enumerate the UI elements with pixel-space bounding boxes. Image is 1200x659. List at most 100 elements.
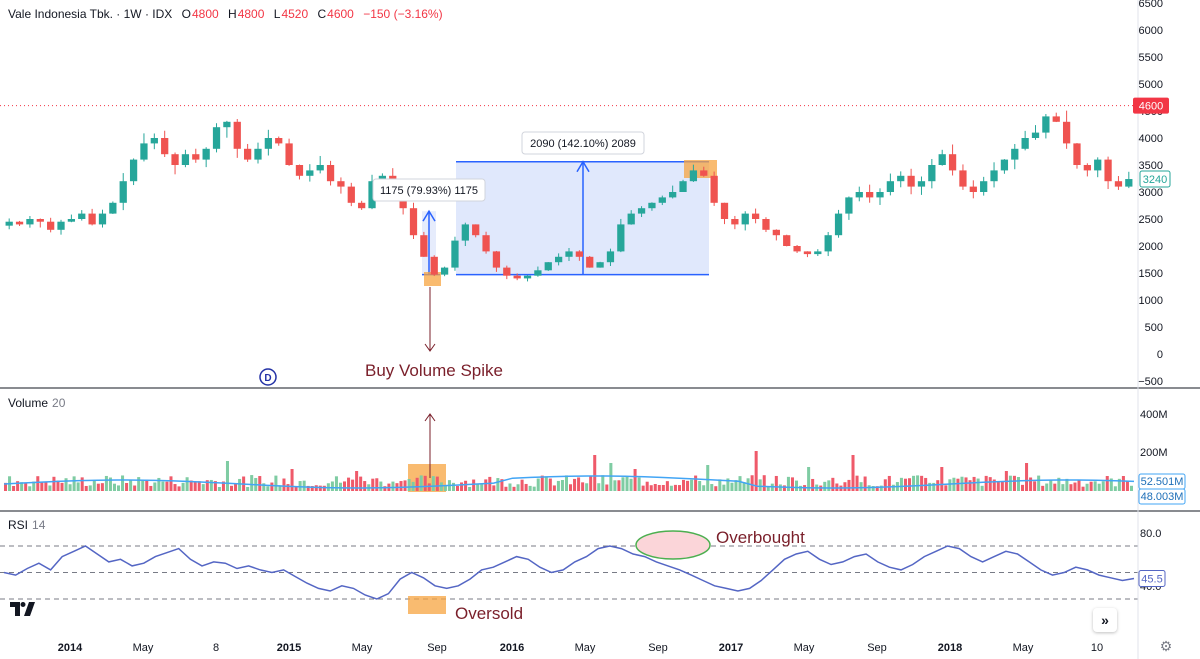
- candle-body: [358, 202, 366, 209]
- volume-bar: [157, 477, 161, 491]
- candle-body: [36, 219, 44, 222]
- volume-bar: [149, 485, 153, 491]
- volume-bar: [649, 485, 653, 491]
- candle-body: [751, 213, 760, 219]
- time-tick-label: May: [1013, 642, 1034, 654]
- volume-bar: [593, 455, 597, 491]
- volume-bar: [879, 485, 883, 491]
- volume-bar: [996, 481, 1000, 491]
- volume-bar: [932, 482, 936, 491]
- candle-body: [161, 138, 169, 155]
- volume-bar: [883, 479, 887, 491]
- candle-body: [15, 221, 24, 225]
- volume-bar: [524, 483, 528, 491]
- time-tick-label: 10: [1091, 642, 1103, 654]
- candle-body: [440, 267, 449, 275]
- volume-bar: [508, 483, 512, 491]
- candle-body: [689, 170, 698, 182]
- time-tick-label: May: [794, 642, 815, 654]
- volume-bar: [399, 481, 403, 491]
- candle-body: [803, 251, 812, 255]
- volume-bar: [108, 477, 112, 491]
- volume-bar: [68, 484, 72, 491]
- candle-body: [523, 275, 532, 279]
- volume-bar: [790, 477, 794, 491]
- volume-bar: [213, 481, 217, 491]
- candle-body: [1000, 159, 1009, 171]
- volume-bar: [754, 451, 758, 491]
- volume-bar: [1061, 484, 1065, 491]
- volume-bar: [451, 482, 455, 491]
- price-tick-label: 6500: [1139, 0, 1163, 10]
- candle-body: [586, 256, 594, 268]
- time-tick-label: 2017: [719, 642, 743, 654]
- candle-body: [897, 175, 905, 182]
- volume-bar: [238, 478, 242, 491]
- volume-bar: [217, 486, 221, 491]
- volume-bar: [423, 475, 427, 491]
- price-tick-label: 3500: [1139, 160, 1163, 172]
- volume-bar: [443, 484, 447, 491]
- volume-bar: [500, 479, 504, 491]
- volume-bar: [1008, 475, 1012, 491]
- volume-bar: [48, 485, 52, 491]
- candle-body: [834, 213, 843, 236]
- time-tick-label: 2016: [500, 642, 524, 654]
- volume-bar: [1081, 486, 1085, 491]
- volume-bar: [863, 476, 867, 491]
- price-pane[interactable]: [0, 105, 1138, 286]
- candle-body: [233, 121, 241, 149]
- candle-body: [503, 267, 511, 276]
- double-chevron-right-icon[interactable]: »: [1093, 608, 1117, 632]
- volume-bar: [730, 482, 734, 491]
- candle-body: [326, 165, 335, 182]
- volume-bar: [16, 481, 20, 491]
- volume-bar: [379, 481, 383, 491]
- time-tick-label: May: [133, 642, 154, 654]
- volume-bar: [1105, 476, 1109, 491]
- volume-bar: [209, 479, 213, 491]
- candle-body: [243, 148, 252, 160]
- volume-bar: [44, 482, 48, 491]
- candle-body: [876, 192, 884, 198]
- gear-icon[interactable]: ⚙: [1159, 638, 1173, 654]
- volume-bar: [851, 455, 855, 491]
- volume-ma-line: [3, 475, 1135, 489]
- last-price-badge: [1133, 97, 1169, 114]
- volume-bar: [169, 476, 173, 491]
- volume-bar: [633, 469, 637, 491]
- measure-label-box: [521, 131, 645, 155]
- candle-body: [171, 154, 179, 165]
- volume-bar: [1053, 483, 1057, 491]
- volume-bar: [1029, 477, 1033, 491]
- volume-bar: [427, 483, 431, 491]
- candle-body: [295, 165, 304, 176]
- time-tick-label: May: [575, 642, 596, 654]
- open-label: O: [181, 7, 191, 21]
- high-label: H: [228, 7, 237, 21]
- volume-bar: [762, 475, 766, 491]
- candle-body: [1104, 159, 1112, 182]
- candle-body: [78, 213, 86, 219]
- rsi-pane[interactable]: [0, 530, 1138, 614]
- volume-bar: [621, 477, 625, 491]
- volume-last-label: 48.003M: [1141, 491, 1184, 503]
- volume-bar: [948, 479, 952, 491]
- volume-bar: [722, 484, 726, 491]
- volume-bar: [686, 480, 690, 491]
- candle-body: [938, 154, 946, 165]
- volume-bar: [694, 475, 698, 491]
- candle-body: [969, 186, 977, 192]
- volume-bar: [246, 486, 250, 491]
- candle-body: [264, 138, 272, 149]
- volume-bar: [480, 484, 484, 491]
- volume-bar: [827, 480, 831, 491]
- volume-bar: [980, 485, 984, 491]
- volume-bar: [988, 477, 992, 491]
- volume-bar: [936, 480, 940, 491]
- price-tick-label: 4000: [1139, 133, 1163, 145]
- volume-bar: [153, 482, 157, 491]
- volume-pane[interactable]: [3, 451, 1135, 492]
- volume-bar: [912, 475, 916, 491]
